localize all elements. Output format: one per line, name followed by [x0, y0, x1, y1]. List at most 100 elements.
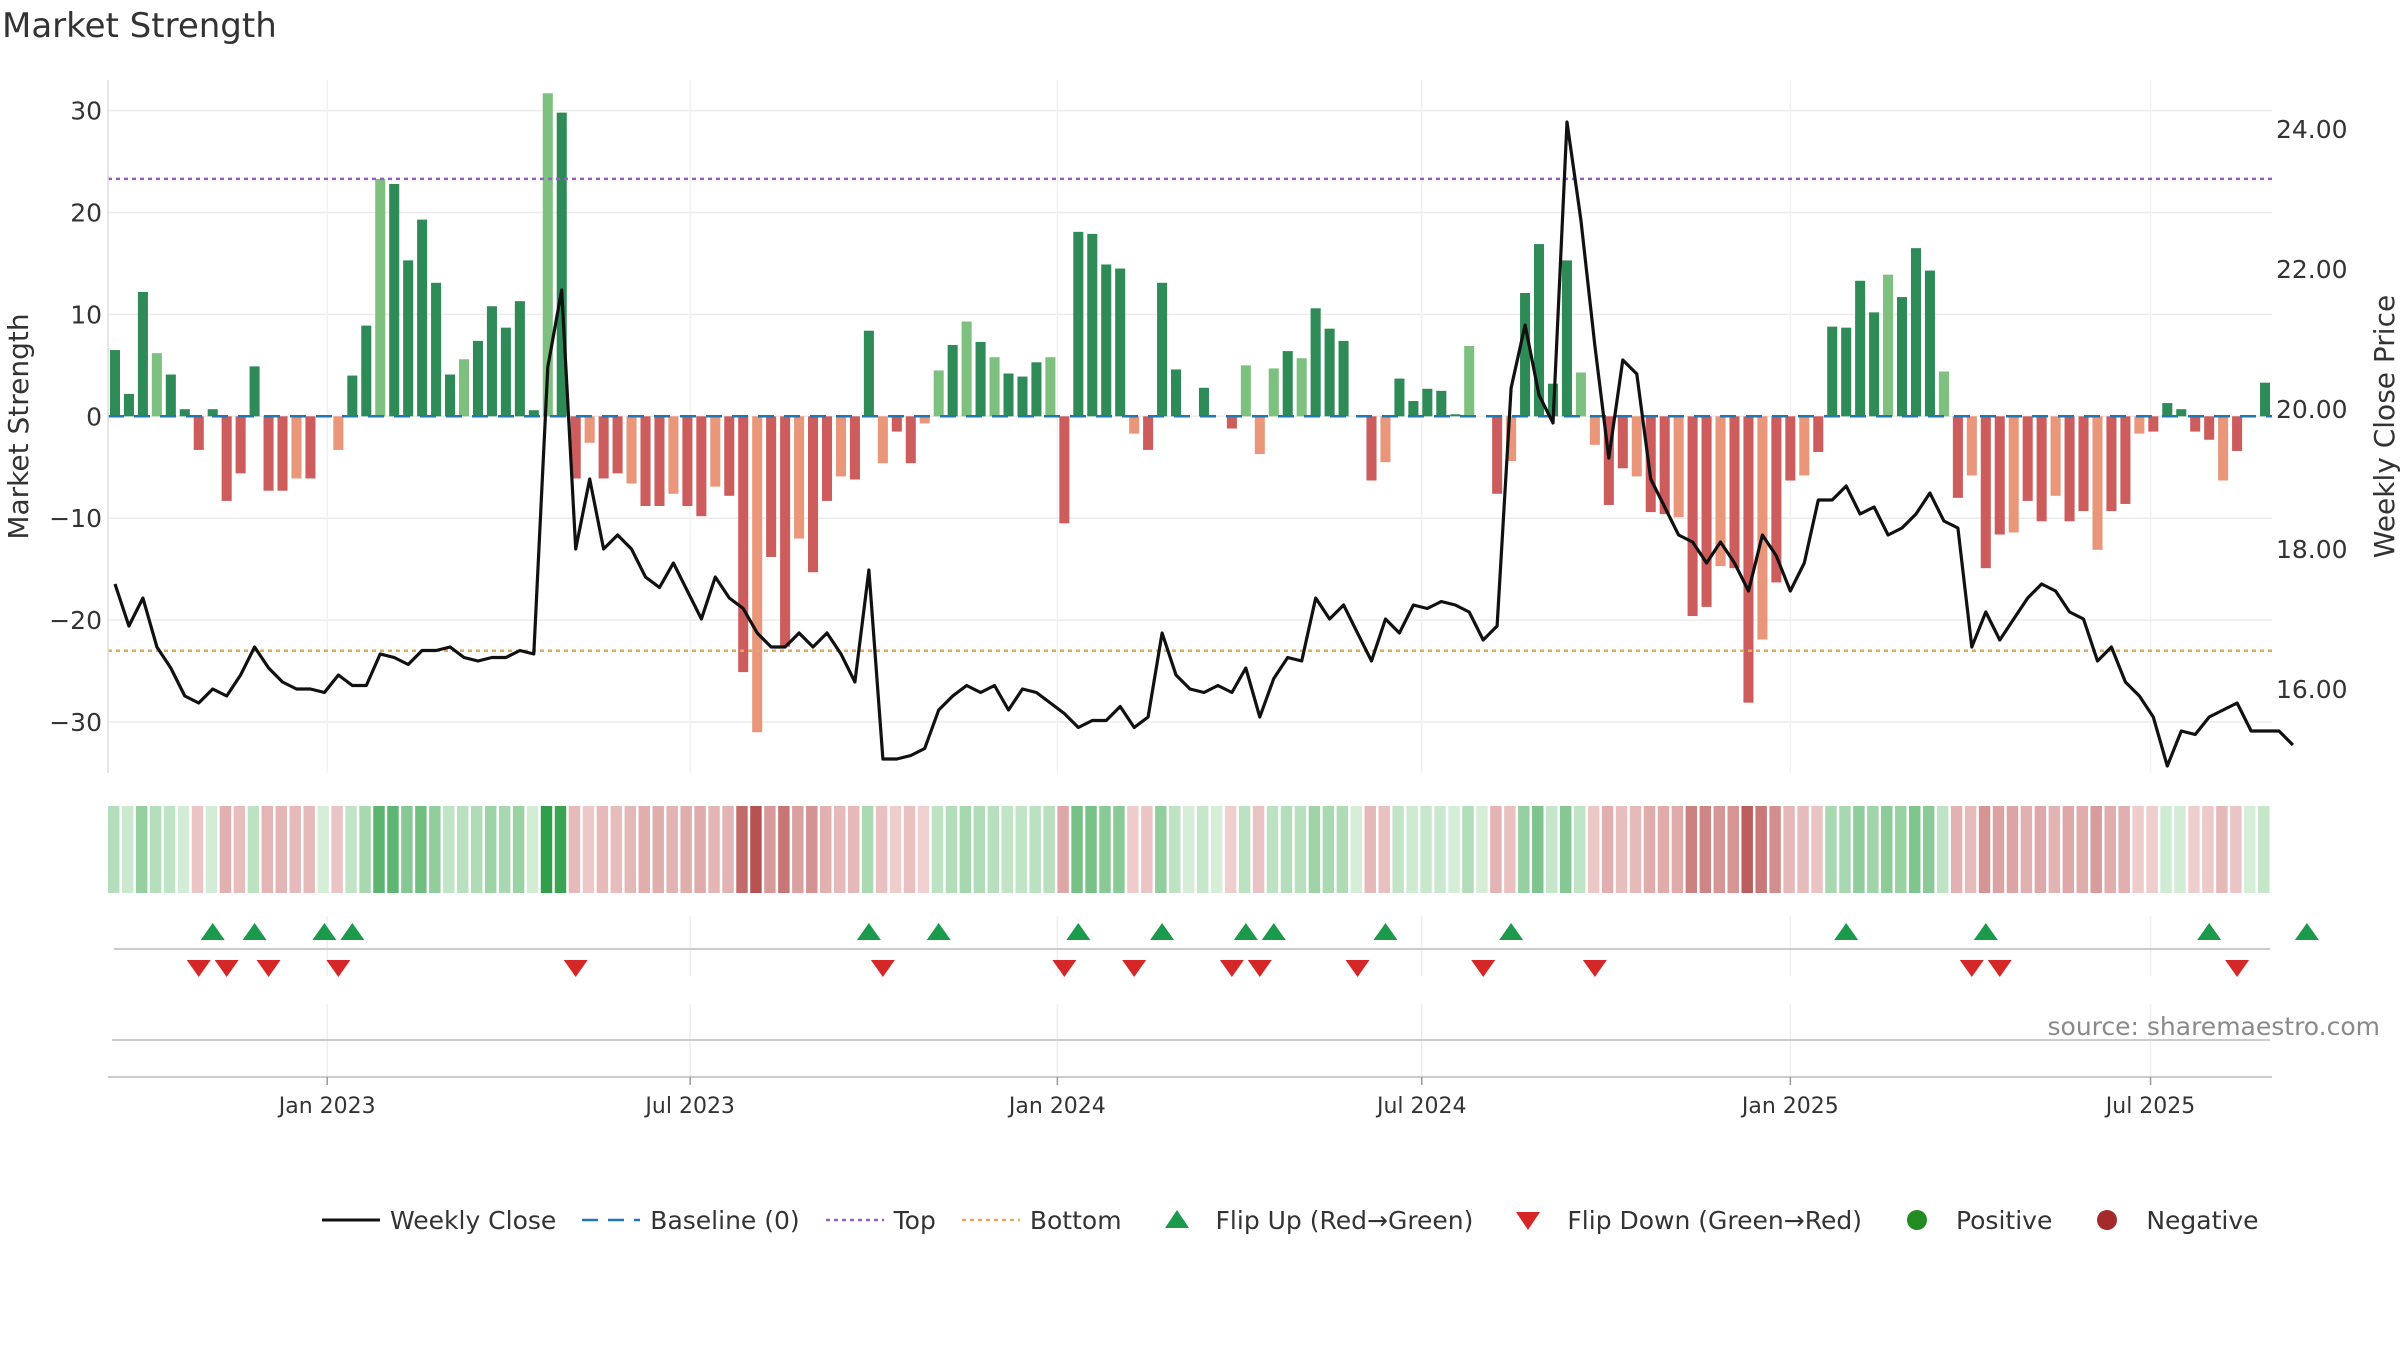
flip-up-marker [1973, 923, 1998, 940]
strength-bar [780, 416, 791, 647]
strength-bar [752, 416, 763, 733]
heat-cell [806, 806, 818, 893]
strength-bar [724, 416, 735, 496]
strength-bar [1603, 416, 1614, 505]
heat-cell [359, 806, 371, 893]
heat-cell [861, 806, 874, 893]
heat-cell [1964, 806, 1977, 893]
heat-cell [1839, 806, 1851, 893]
strength-bar [2050, 416, 2061, 496]
legend-weekly-close: Weekly Close [320, 1205, 556, 1235]
heat-cell [847, 806, 860, 893]
flip-up-marker [926, 923, 951, 940]
heat-cell [2174, 806, 2186, 893]
strength-bar [1966, 416, 1977, 476]
flip-down-marker [870, 960, 895, 977]
heat-cell [2118, 806, 2130, 893]
heat-cell [1392, 806, 1404, 893]
heat-cell [526, 806, 539, 893]
baseline-dash-icon [582, 1218, 641, 1222]
heat-cell [875, 806, 888, 893]
heat-cell [373, 806, 385, 893]
strength-bar [528, 410, 539, 417]
y-tick-label: 30 [70, 97, 102, 126]
heat-cell [2034, 806, 2047, 893]
heat-cell [778, 806, 790, 893]
flip-up-marker [856, 923, 881, 940]
triangle-up-icon [1164, 1210, 1189, 1228]
heat-cell [1909, 806, 1921, 893]
strength-bar [347, 375, 358, 417]
flip-up-marker [1233, 923, 1258, 940]
y-tick-label: −30 [49, 708, 102, 737]
heat-cell [666, 806, 678, 893]
reference-lines [108, 177, 2272, 652]
flip-down-marker [1987, 960, 2012, 977]
heat-cell [387, 806, 399, 893]
heat-cell [429, 806, 441, 893]
strength-bar [458, 359, 470, 417]
strength-bar [2064, 416, 2075, 522]
top-dotted-icon [825, 1218, 884, 1222]
y-axis-label: Market Strength [2, 313, 35, 539]
heat-cell [1978, 806, 1991, 893]
strength-bar [654, 416, 665, 506]
strength-bar [193, 416, 204, 450]
strength-bar [1031, 362, 1042, 417]
strength-bar [1938, 371, 1949, 417]
strength-bar [1492, 416, 1503, 494]
heat-cell [1532, 806, 1544, 893]
strength-bar [1994, 416, 2005, 535]
strength-bar [961, 321, 972, 417]
strength-bar [2134, 416, 2145, 434]
heat-cell [889, 806, 902, 893]
strength-bar [207, 409, 218, 417]
strength-bar [1129, 416, 1140, 434]
strength-bar [598, 416, 609, 479]
strength-bar [1338, 340, 1349, 417]
strength-bar [1450, 414, 1461, 417]
strength-bar [1310, 308, 1321, 417]
strength-bar [933, 370, 944, 417]
strength-bar [249, 366, 260, 417]
heat-cell [1811, 806, 1823, 893]
heat-cell [1825, 806, 1837, 893]
strength-bar [445, 374, 456, 417]
heat-cell [568, 806, 581, 893]
strength-bar [1645, 416, 1656, 513]
flip-down-marker [1959, 960, 1984, 977]
strength-bar [1743, 416, 1754, 703]
strength-bar [2232, 416, 2243, 451]
flip-markers-panel [114, 916, 2319, 977]
strength-bar [1841, 327, 1852, 417]
strength-bar [2036, 416, 2047, 522]
heat-cell [903, 806, 916, 893]
heat-cell [2146, 806, 2158, 893]
heat-cell [1322, 806, 1335, 893]
heat-cell [1685, 806, 1698, 893]
flip-up-marker [1150, 923, 1175, 940]
strength-bar [514, 301, 525, 417]
strength-heat-strip [108, 806, 2270, 893]
flip-down-marker [186, 960, 211, 977]
strength-bar [626, 416, 637, 484]
heat-cell [1113, 806, 1125, 893]
strength-bar [794, 416, 805, 539]
strength-bar [1506, 416, 1517, 462]
heat-cell [2048, 806, 2061, 893]
strength-bar [2204, 416, 2215, 440]
heat-cell [1769, 806, 1781, 893]
heat-cell [1741, 806, 1753, 893]
heat-cell [1378, 806, 1390, 893]
strength-bar [1282, 351, 1293, 417]
strength-bar [2218, 416, 2229, 481]
heat-cell [973, 806, 986, 893]
strength-bar [2008, 416, 2019, 533]
heat-cell [2202, 806, 2214, 893]
strength-bar [277, 416, 288, 491]
heat-cell [303, 806, 315, 893]
heat-cell [498, 806, 511, 893]
heat-cell [722, 806, 734, 893]
strength-bar [291, 416, 302, 479]
strength-bar [1687, 416, 1698, 617]
